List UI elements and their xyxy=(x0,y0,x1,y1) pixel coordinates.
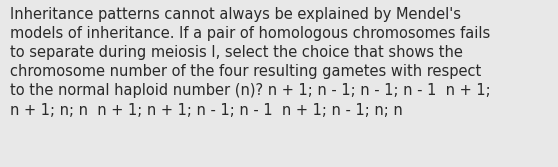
Text: Inheritance patterns cannot always be explained by Mendel's
models of inheritanc: Inheritance patterns cannot always be ex… xyxy=(10,7,490,118)
